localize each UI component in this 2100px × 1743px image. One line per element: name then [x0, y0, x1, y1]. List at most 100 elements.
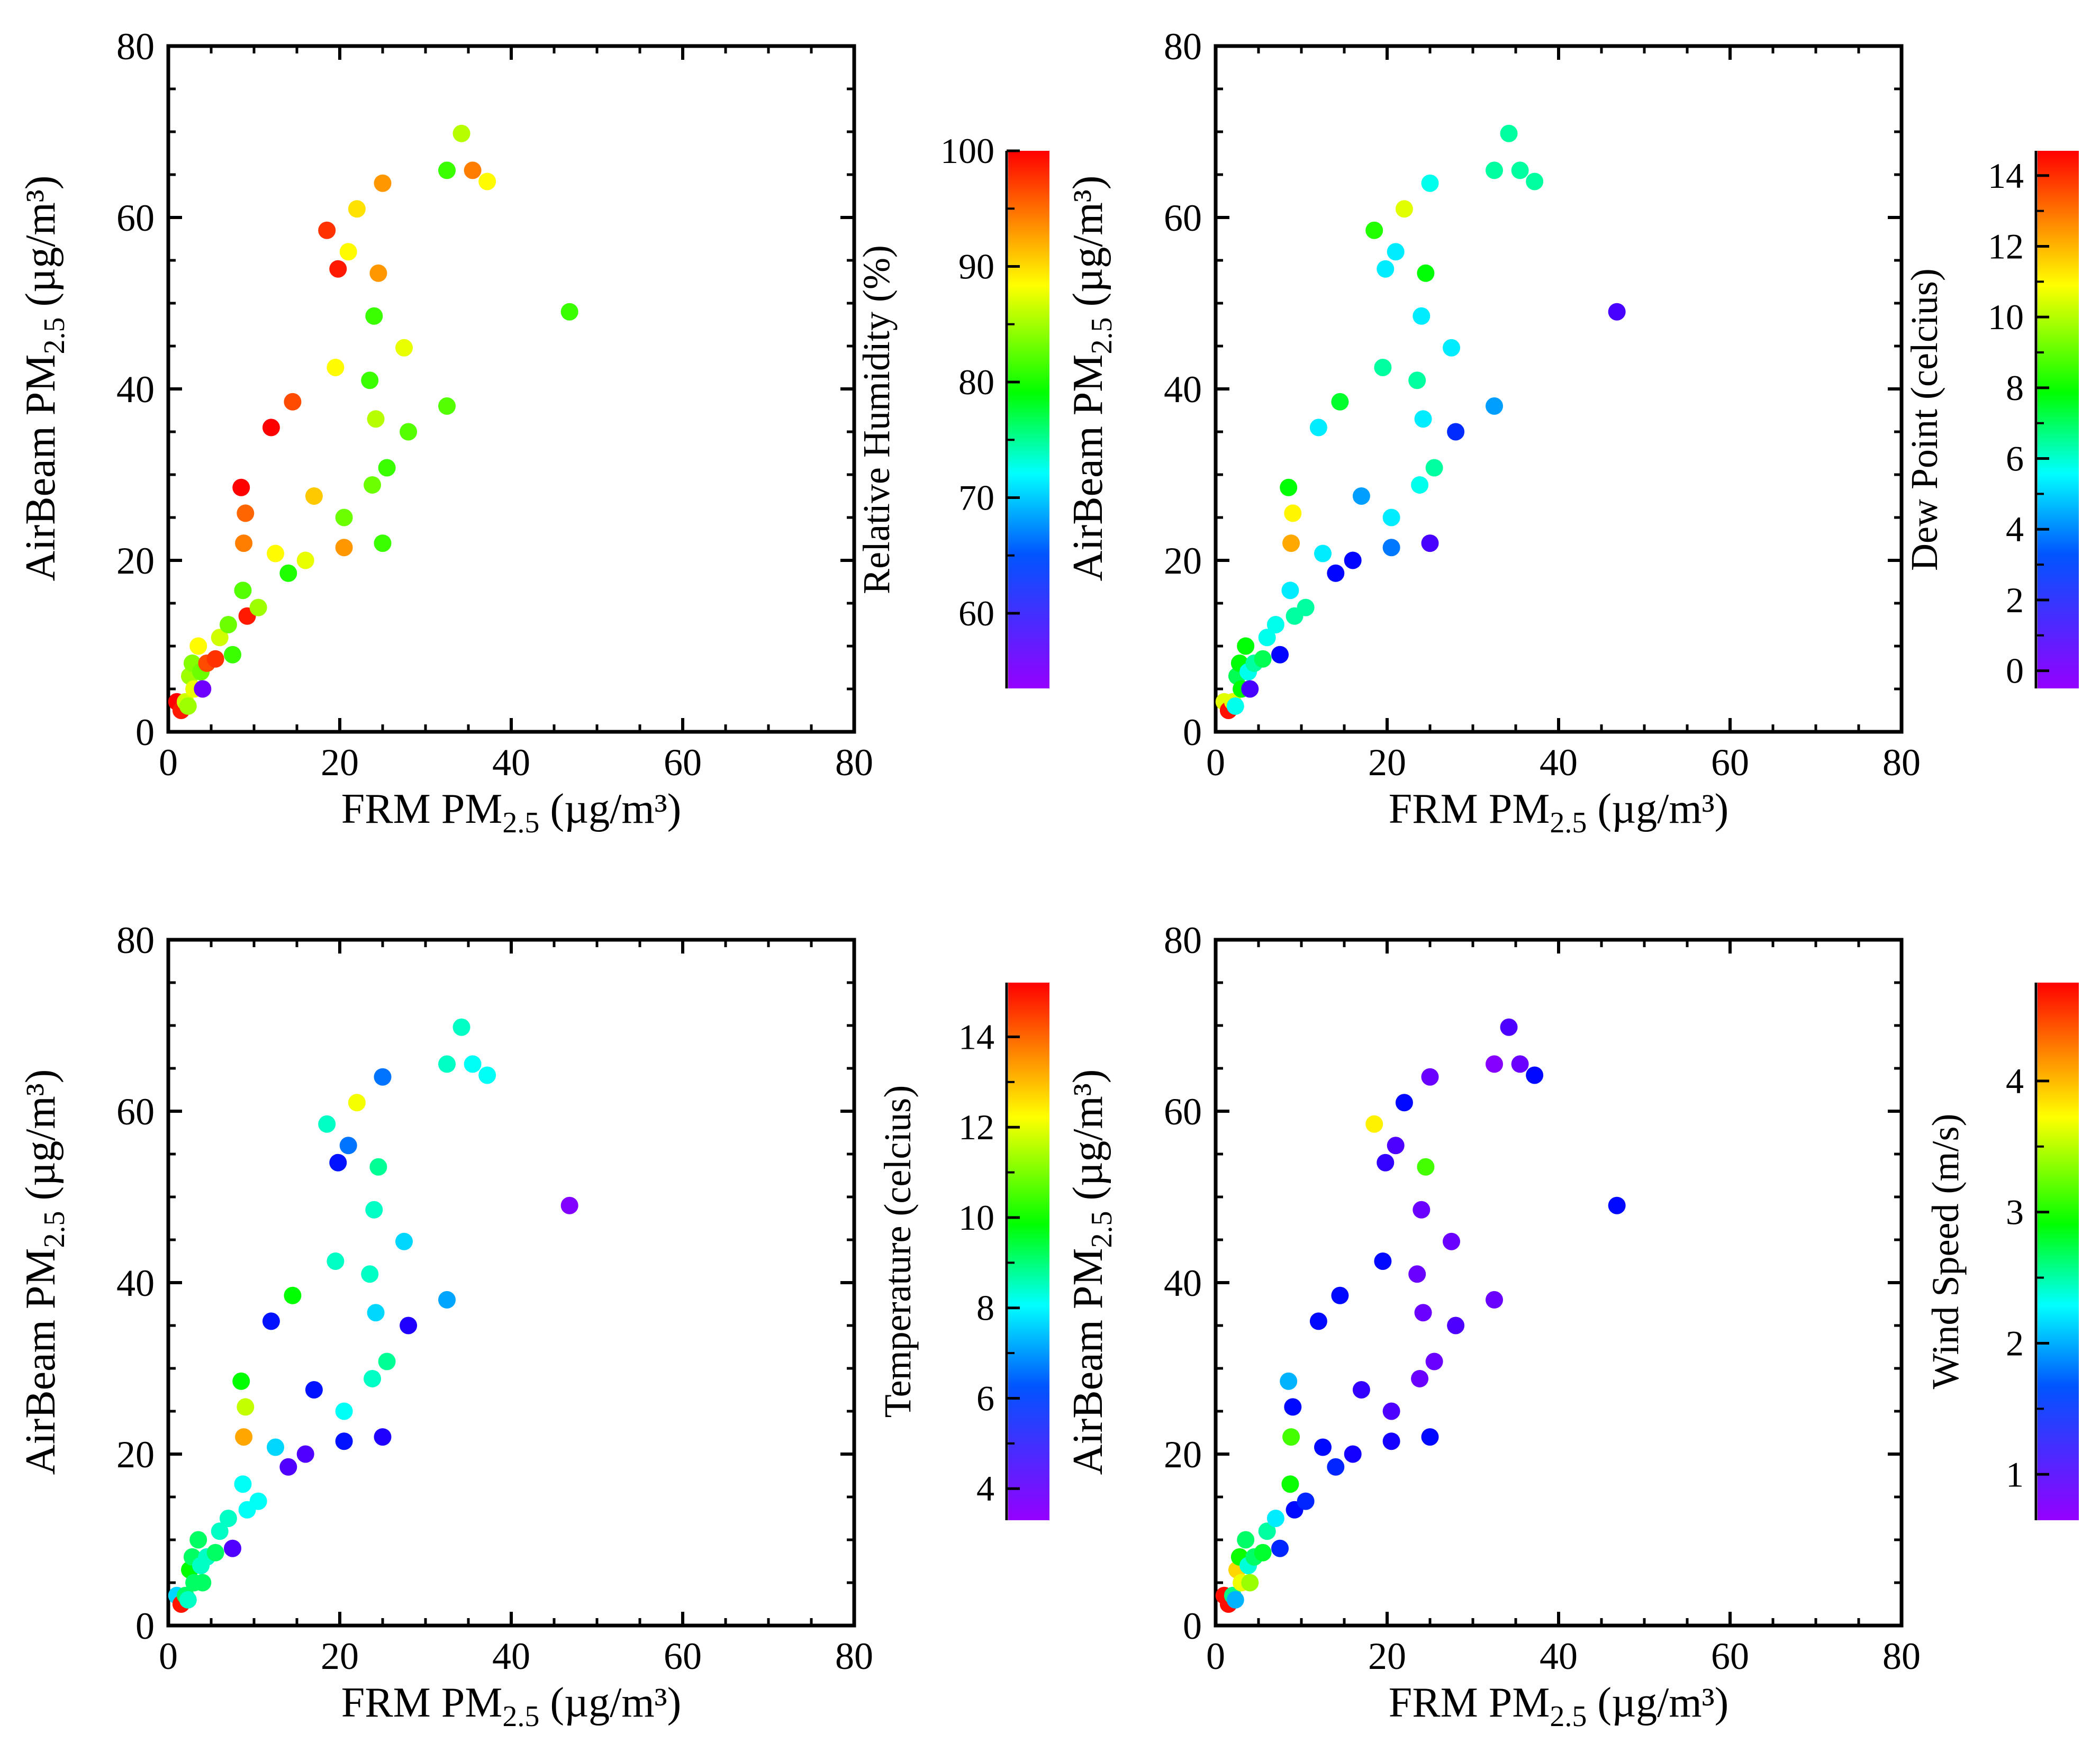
scatter-point: [1486, 397, 1503, 415]
scatter-point: [369, 264, 387, 282]
scatter-point: [318, 221, 336, 239]
scatter-point: [1417, 264, 1435, 282]
scatter-point: [1280, 1372, 1298, 1390]
scatter-point: [1271, 646, 1289, 664]
scatter-point: [1377, 260, 1395, 278]
colorbar-tick-label: 6: [2006, 439, 2024, 479]
scatter-point: [374, 1428, 392, 1446]
scatter-point: [1486, 161, 1503, 179]
y-tick-label: 0: [1183, 711, 1202, 754]
colorbar-tick-label: 3: [2006, 1192, 2024, 1232]
scatter-point: [452, 1018, 470, 1036]
colorbar-title: Relative Humidity (%): [855, 245, 898, 594]
scatter-point: [348, 200, 366, 218]
x-axis-title: FRM PM2.5 (µg/m³): [1389, 786, 1728, 839]
scatter-point: [395, 1232, 413, 1250]
scatter-point: [206, 1544, 224, 1562]
scatter-point: [296, 551, 314, 569]
scatter-point: [1377, 1154, 1395, 1172]
y-tick-label: 0: [1183, 1605, 1202, 1647]
scatter-point: [464, 1055, 482, 1073]
scatter-point: [1309, 419, 1327, 437]
scatter-point: [1382, 1402, 1400, 1420]
y-tick-label: 40: [1164, 368, 1202, 411]
scatter-point: [327, 1252, 345, 1270]
colorbar-tick-label: 8: [2006, 368, 2024, 408]
y-axis-title: AirBeam PM2.5 (µg/m³): [17, 1069, 71, 1475]
scatter-point: [206, 650, 224, 668]
scatter-point: [1387, 243, 1405, 261]
scatter-point: [1382, 539, 1400, 557]
scatter-point: [464, 161, 482, 179]
scatter-point: [1365, 221, 1383, 239]
scatter-point: [1526, 1066, 1544, 1084]
scatter-point: [305, 487, 323, 505]
scatter-point: [237, 1398, 255, 1416]
scatter-point: [1344, 1445, 1362, 1463]
y-tick-label: 20: [116, 540, 155, 582]
scatter-point: [234, 1475, 252, 1493]
scatter-point: [374, 174, 392, 192]
y-tick-label: 20: [1164, 1433, 1202, 1476]
colorbar-title: Dew Point (celcius): [1903, 268, 1945, 571]
scatter-point: [1421, 174, 1439, 192]
y-tick-label: 20: [1164, 540, 1202, 582]
scatter-point: [335, 509, 353, 526]
scatter-point: [279, 564, 297, 582]
scatter-point: [211, 629, 229, 647]
colorbar: [2038, 151, 2079, 688]
x-axis-title: FRM PM2.5 (µg/m³): [341, 1680, 681, 1733]
scatter-point: [235, 1428, 253, 1446]
scatter-point: [262, 419, 280, 437]
y-tick-label: 40: [116, 368, 155, 411]
scatter-point: [400, 1317, 418, 1335]
y-tick-label: 60: [116, 197, 155, 239]
scatter-point: [1282, 534, 1300, 552]
scatter-point: [179, 1591, 197, 1609]
scatter-points: [1215, 1018, 1626, 1613]
scatter-point: [1314, 1438, 1332, 1456]
scatter-point: [339, 1137, 357, 1155]
scatter-point: [249, 1492, 267, 1510]
scatter-point: [296, 1445, 314, 1463]
scatter-point: [339, 243, 357, 261]
y-tick-label: 0: [135, 711, 155, 754]
colorbar-tick-label: 10: [1988, 297, 2024, 337]
colorbar-tick-label: 100: [940, 131, 994, 171]
colorbar-tick-label: 4: [2006, 1061, 2024, 1101]
scatter-point: [1608, 1196, 1626, 1214]
scatter-point: [219, 1510, 237, 1527]
colorbar: [2038, 983, 2079, 1520]
scatter-point: [400, 423, 418, 441]
scatter-point: [1344, 551, 1362, 569]
scatter-point: [1387, 1137, 1405, 1155]
scatter-point: [1500, 1018, 1518, 1036]
scatter-point: [365, 1201, 383, 1219]
scatter-point: [1511, 1055, 1529, 1073]
colorbar-tick-label: 6: [976, 1378, 994, 1418]
scatter-point: [364, 1369, 382, 1387]
plot-frame: [1214, 44, 1904, 734]
scatter-point: [1443, 339, 1460, 357]
scatter-point: [284, 1286, 302, 1304]
x-tick-label: 0: [1206, 1635, 1225, 1677]
scatter-point: [478, 173, 496, 190]
y-tick-label: 80: [116, 919, 155, 961]
x-tick-label: 40: [1540, 741, 1578, 784]
scatter-point: [267, 544, 284, 562]
scatter-point: [1237, 637, 1255, 655]
scatter-point: [1500, 124, 1518, 142]
x-axis-title: FRM PM2.5 (µg/m³): [341, 786, 681, 839]
scatter-point: [560, 303, 578, 321]
scatter-point: [1421, 1428, 1439, 1446]
scatter-point: [1226, 1591, 1244, 1609]
scatter-point: [249, 598, 267, 616]
scatter-point: [1411, 1369, 1429, 1387]
scatter-point: [364, 476, 382, 494]
colorbar-tick-label: 90: [958, 246, 994, 286]
scatter-point: [262, 1312, 280, 1330]
colorbar-tick-label: 4: [976, 1468, 994, 1509]
scatter-point: [1297, 598, 1315, 616]
scatter-point: [329, 1154, 347, 1172]
